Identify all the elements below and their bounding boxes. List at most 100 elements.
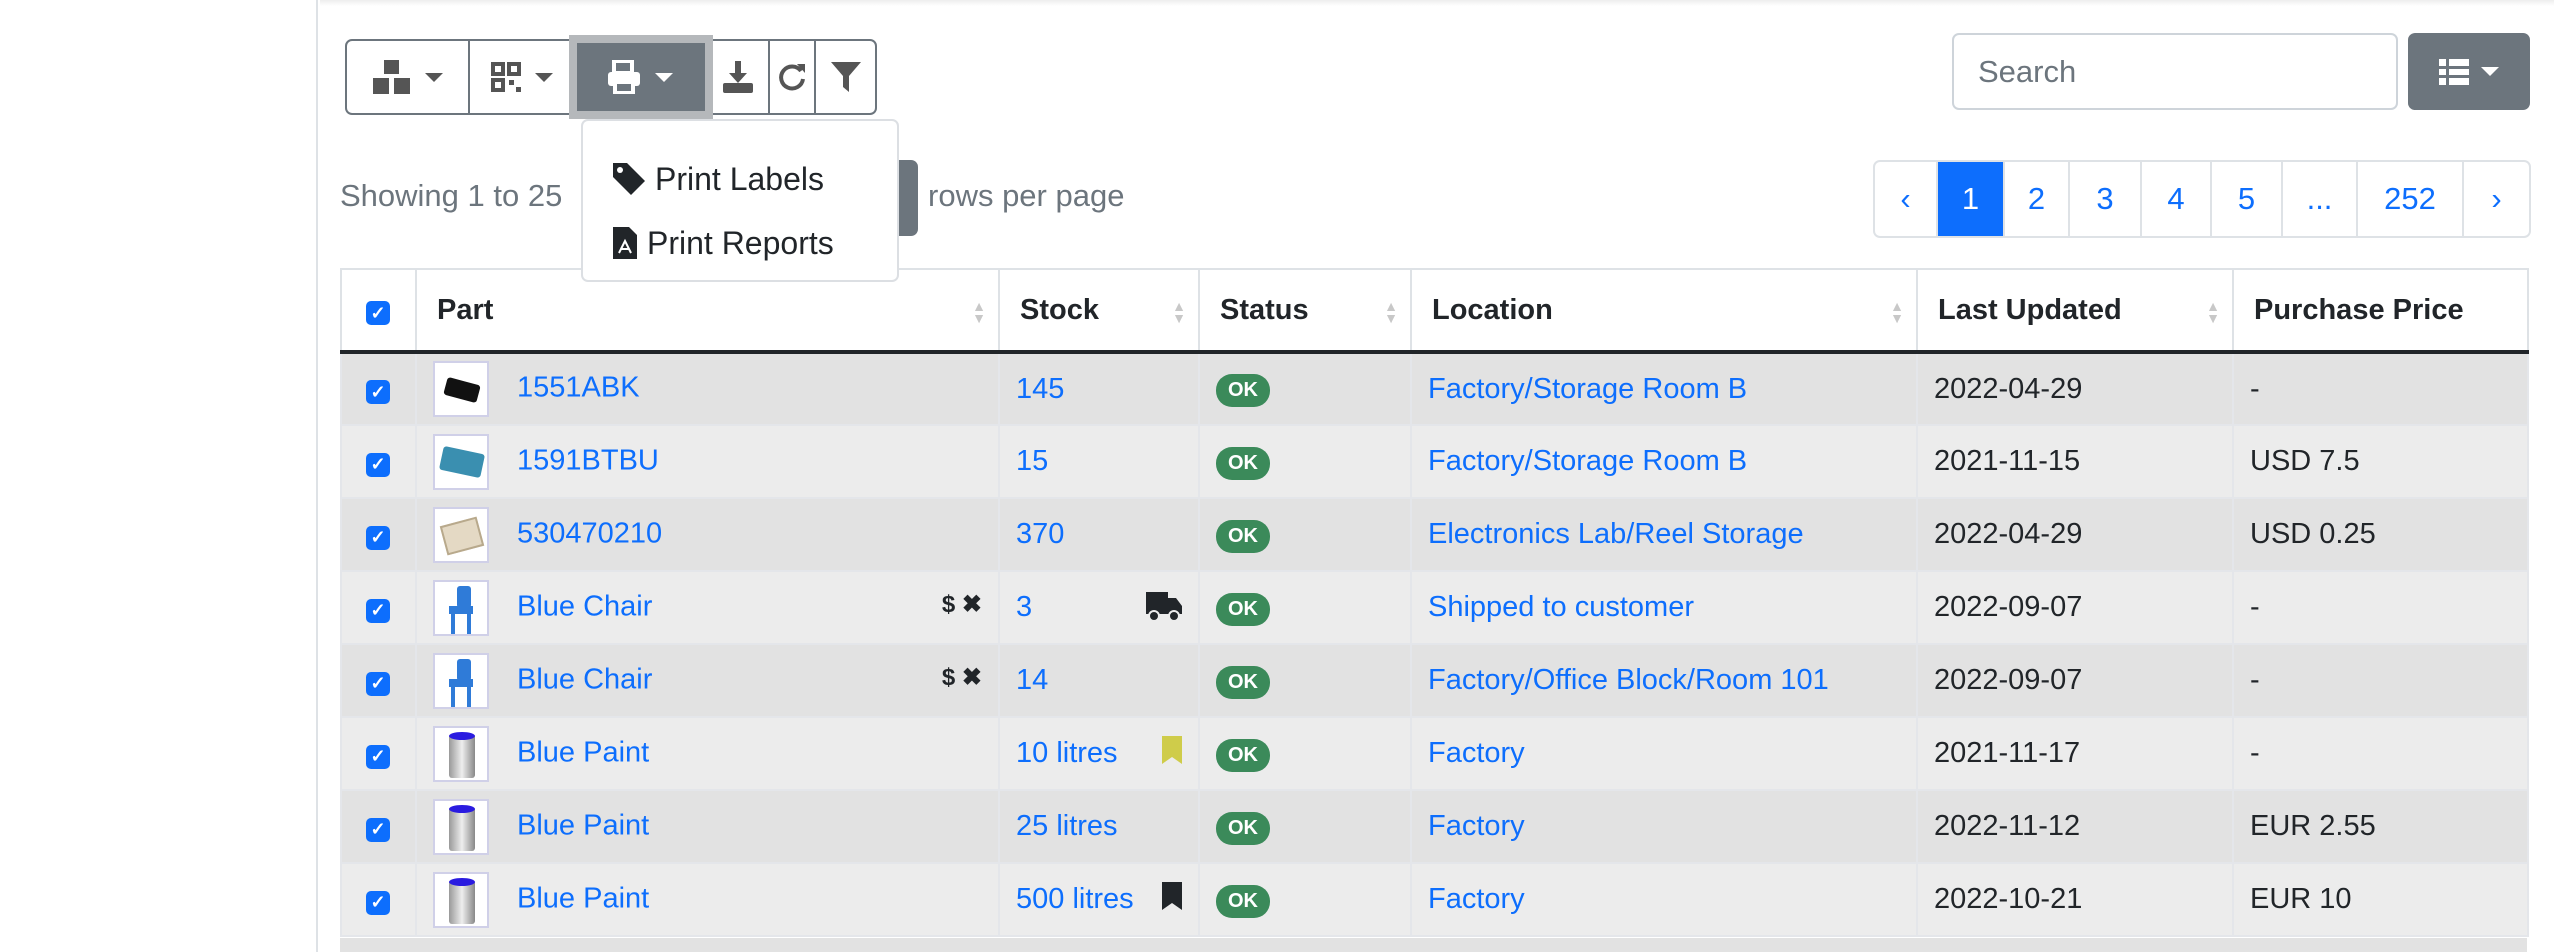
location-link[interactable]: Factory <box>1428 737 1525 769</box>
download-button[interactable] <box>707 41 770 113</box>
stock-link[interactable]: 3 <box>1016 591 1033 623</box>
row-checkbox[interactable]: ✓ <box>340 351 417 426</box>
location-link[interactable]: Factory/Storage Room B <box>1428 372 1748 405</box>
stock-cell: 25 litres <box>998 789 1200 864</box>
part-link[interactable]: 1591BTBU <box>517 444 659 477</box>
stock-actions-button[interactable] <box>347 41 470 113</box>
part-thumbnail <box>433 652 489 709</box>
table-row: ✓ 1591BTBU 15 OK Factory/Storage Room B 2021-… <box>340 424 2529 499</box>
row-checkbox[interactable]: ✓ <box>340 643 417 718</box>
last-updated-cell: 2022-11-12 <box>1916 789 2234 864</box>
stock-link[interactable]: 500 litres <box>1016 883 1134 915</box>
showing-text: Showing 1 to 25 <box>340 178 563 213</box>
table-row: ✓ Blue Paint 25 litres OK Factory 2022-11-12 E… <box>340 789 2529 864</box>
select-all-checkbox[interactable]: ✓ <box>340 268 417 354</box>
print-icon <box>608 60 640 94</box>
stock-link[interactable]: 145 <box>1016 372 1065 405</box>
part-thumbnail <box>433 506 489 563</box>
row-checkbox[interactable]: ✓ <box>340 424 417 499</box>
tag-icon <box>613 163 645 195</box>
barcode-actions-button[interactable] <box>470 41 575 113</box>
location-link[interactable]: Shipped to customer <box>1428 591 1694 623</box>
part-link[interactable]: Blue Chair <box>517 590 653 623</box>
table-row: ✓ Blue Paint 500 litres OK Factory 2022-10-21… <box>340 862 2529 937</box>
page-1[interactable]: 1 <box>1938 162 2005 236</box>
page-next[interactable]: › <box>2491 181 2502 216</box>
file-pdf-icon <box>613 227 637 259</box>
print-reports-item[interactable]: Print Reports <box>583 211 897 275</box>
location-cell: Factory/Office Block/Room 101 <box>1410 643 1918 718</box>
location-link[interactable]: Factory/Storage Room B <box>1428 445 1748 477</box>
row-checkbox[interactable]: ✓ <box>340 570 417 645</box>
stock-cell: 500 litres <box>998 862 1200 937</box>
search-input[interactable] <box>1952 33 2398 110</box>
page-252[interactable]: 252 <box>2358 162 2464 236</box>
sales-assembly-icons: $ ✖ <box>941 591 982 618</box>
location-link[interactable]: Factory <box>1428 883 1525 915</box>
part-link[interactable]: 530470210 <box>517 517 663 550</box>
stock-link[interactable]: 25 litres <box>1016 810 1118 842</box>
page-2[interactable]: 2 <box>2005 162 2070 236</box>
purchase-price-cell: - <box>2232 570 2529 645</box>
location-cell: Electronics Lab/Reel Storage <box>1410 497 1918 572</box>
row-checkbox[interactable]: ✓ <box>340 497 417 572</box>
last-updated-cell: 2022-09-07 <box>1916 643 2234 718</box>
column-purchase-price[interactable]: Purchase Price <box>2232 268 2529 354</box>
page-prev[interactable]: ‹ <box>1875 162 1938 236</box>
status-badge: OK <box>1216 665 1270 699</box>
table-row: ✓ 1551ABK 145 OK Factory/Storage Room B 2022-… <box>340 351 2529 426</box>
filter-button[interactable] <box>816 41 875 113</box>
page-4[interactable]: 4 <box>2142 162 2212 236</box>
part-link[interactable]: Blue Paint <box>517 736 650 769</box>
location-link[interactable]: Factory/Office Block/Room 101 <box>1428 664 1829 696</box>
column-stock[interactable]: Stock ▲ ▼ <box>998 268 1200 354</box>
column-location[interactable]: Location ▲ ▼ <box>1410 268 1918 354</box>
column-last-updated[interactable]: Last Updated ▲ ▼ <box>1916 268 2234 354</box>
purchase-price-cell: USD 0.25 <box>2232 497 2529 572</box>
row-checkbox[interactable]: ✓ <box>340 862 417 937</box>
table-row: ✓ Blue Chair $ ✖ 3 OK Shipped to customer 2022… <box>340 570 2529 645</box>
last-updated-cell: 2021-11-15 <box>1916 424 2234 499</box>
table-row: ✓ Blue Paint 10 litres OK Factory 2021-11-17- <box>340 716 2529 791</box>
row-checkbox[interactable]: ✓ <box>340 716 417 791</box>
part-cell: Blue Paint <box>415 789 1000 864</box>
last-updated-cell: 2022-09-07 <box>1916 570 2234 645</box>
parts-table: ✓ Part ▲ ▼ Stock ▲ ▼ Status ▲ ▼ Location ▲ ▼ Las… <box>340 268 2529 937</box>
part-link[interactable]: Blue Paint <box>517 809 650 842</box>
boxes-icon <box>372 60 410 94</box>
columns-button[interactable] <box>2408 33 2530 110</box>
print-actions-button[interactable] <box>569 35 713 119</box>
table-row: ✓ 530470210 370 OK Electronics Lab/Reel Stor… <box>340 497 2529 572</box>
print-labels-label: Print Labels <box>655 160 824 197</box>
stock-cell: 145 <box>998 351 1200 426</box>
pagination: ‹ 1 2 3 4 5 ... 252 › <box>1873 160 2531 238</box>
stock-link[interactable]: 10 litres <box>1016 737 1118 769</box>
column-status[interactable]: Status ▲ ▼ <box>1198 268 1412 354</box>
caret-down-icon <box>534 72 553 82</box>
purchase-price-cell: - <box>2232 643 2529 718</box>
stock-cell: 370 <box>998 497 1200 572</box>
print-labels-item[interactable]: Print Labels <box>583 147 897 211</box>
page-3[interactable]: 3 <box>2070 162 2142 236</box>
location-link[interactable]: Factory <box>1428 810 1525 842</box>
purchase-price-cell: - <box>2232 351 2529 426</box>
part-thumbnail <box>433 725 489 782</box>
caret-down-icon <box>424 72 443 82</box>
location-cell: Shipped to customer <box>1410 570 1918 645</box>
part-cell: Blue Paint <box>415 716 1000 791</box>
part-link[interactable]: 1551ABK <box>517 371 640 404</box>
location-cell: Factory <box>1410 862 1918 937</box>
last-updated-cell: 2021-11-17 <box>1916 716 2234 791</box>
page-5[interactable]: 5 <box>2212 162 2283 236</box>
part-link[interactable]: Blue Paint <box>517 882 650 915</box>
stock-link[interactable]: 15 <box>1016 445 1049 477</box>
truck-icon <box>1146 592 1182 622</box>
part-link[interactable]: Blue Chair <box>517 663 653 696</box>
stock-link[interactable]: 14 <box>1016 664 1049 696</box>
sales-assembly-icons: $ ✖ <box>941 664 982 691</box>
refresh-button[interactable] <box>770 41 816 113</box>
stock-link[interactable]: 370 <box>1016 518 1065 550</box>
location-link[interactable]: Electronics Lab/Reel Storage <box>1428 518 1804 550</box>
status-badge: OK <box>1216 811 1270 845</box>
row-checkbox[interactable]: ✓ <box>340 789 417 864</box>
